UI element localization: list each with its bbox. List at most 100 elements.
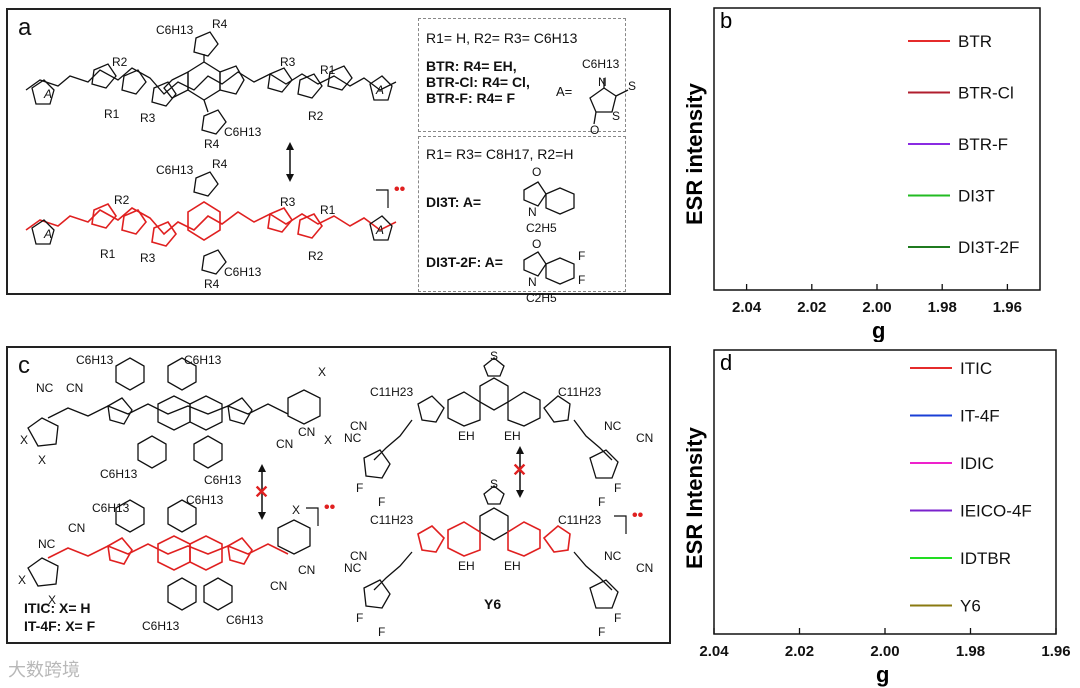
rhodanine-s-exo: S xyxy=(628,79,636,93)
itic-x-3: X xyxy=(318,365,326,379)
btr-diradical-molecule xyxy=(25,171,397,275)
itic-q-x-1: X xyxy=(292,503,300,517)
y6-eh-2: EH xyxy=(504,429,521,443)
panel-c-label: c xyxy=(18,352,30,379)
chart-b-tick-label-2: 2.00 xyxy=(862,299,891,316)
esr-chart-d: d ESR Intensity g 2.04 2.02 2.00 1.98 1.96 IT… xyxy=(680,344,1071,687)
chart-d-legend-label-4: IDTBR xyxy=(960,549,1011,568)
itic-x-2: X xyxy=(38,453,46,467)
di3t2f-n: N xyxy=(528,275,537,289)
chart-b-legend-label-2: BTR-F xyxy=(958,135,1008,154)
chart-d-tick-label-0: 2.04 xyxy=(699,643,729,660)
y6-q-f-4: F xyxy=(598,625,605,639)
a-end-right-label: A xyxy=(375,83,384,97)
di3t-n: N xyxy=(528,205,537,219)
y6-eh-1: EH xyxy=(458,429,475,443)
r3-bottom-label: R3 xyxy=(140,251,156,265)
chart-b-tick-label-4: 1.96 xyxy=(993,299,1022,316)
panel-b-label: b xyxy=(720,8,732,33)
r1-bottom-right-label: R1 xyxy=(320,203,336,217)
di3t-substituent-box xyxy=(418,136,626,292)
itic-caption: ITIC: X= H xyxy=(24,600,91,616)
rhodanine-drawing: C6H13 N S S O xyxy=(582,57,636,134)
chart-b-tick-label-1: 2.02 xyxy=(797,299,826,316)
panel-a-label: a xyxy=(18,14,32,41)
btr-cl-r4-definition: BTR-Cl: R4= Cl, xyxy=(426,74,530,90)
r1-top-label: R1 xyxy=(104,107,120,121)
chart-d-legend-label-5: Y6 xyxy=(960,597,981,616)
itic-x-4: X xyxy=(324,433,332,447)
itic-diradical-molecule xyxy=(27,499,311,611)
r2-top-label: R2 xyxy=(112,55,128,69)
resonance-arrow xyxy=(286,142,294,182)
di3t-o: O xyxy=(532,165,541,179)
esr-chart-b: b ESR intensity g 2.04 2.02 2.00 1.98 1.96 BT… xyxy=(680,0,1041,342)
y6-nc-left: NC xyxy=(344,431,362,445)
chart-d-ylabel: ESR Intensity xyxy=(682,426,707,569)
r4-top-label: R4 xyxy=(212,17,228,31)
itic-q-cn: CN xyxy=(68,521,85,535)
itic-q-c6h13-4: C6H13 xyxy=(226,613,264,627)
r2-bottom-label: R2 xyxy=(114,193,130,207)
radical-dots-a: •• xyxy=(394,181,406,198)
chart-b-xlabel: g xyxy=(872,318,885,342)
y6-c11h23-left: C11H23 xyxy=(370,385,413,399)
itic-no-resonance-cross: ✕ xyxy=(254,482,269,502)
rhodanine-n: N xyxy=(598,75,607,89)
itic-q-c6h13-2: C6H13 xyxy=(186,493,224,507)
panel-a: a A A C6H13 R4 R2 xyxy=(6,8,671,305)
btr-a-equals: A= xyxy=(556,84,573,99)
y6-q-cn-right: CN xyxy=(636,561,653,575)
r3-bottom-right-label: R3 xyxy=(280,195,296,209)
btr-neutral-molecule xyxy=(25,31,397,135)
c6h13-bottom-top-label: C6H13 xyxy=(156,163,194,177)
chart-d-legend-label-1: IT-4F xyxy=(960,407,1000,426)
a-end-left-label: A xyxy=(43,87,52,101)
itic-q-cn-4: CN xyxy=(298,563,315,577)
itic-c6h13-1: C6H13 xyxy=(76,353,114,367)
itic-q-x-3: X xyxy=(48,593,56,607)
panel-c: c C6H13 C6H13 C6H13 C6H13 NC CN X X X X … xyxy=(6,346,671,644)
r3-top-label: R3 xyxy=(140,111,156,125)
chart-b-tick-label-0: 2.04 xyxy=(732,299,762,316)
itic-c6h13-4: C6H13 xyxy=(204,473,242,487)
y6-q-nc-left: NC xyxy=(344,561,362,575)
radical-dots-itic: •• xyxy=(324,499,336,516)
y6-f-3: F xyxy=(614,481,621,495)
di3t2f-c2h5: C2H5 xyxy=(526,291,557,305)
r1-top-right-label: R1 xyxy=(320,63,336,77)
chart-b-legend-label-3: DI3T xyxy=(958,187,995,206)
y6-q-f-2: F xyxy=(378,625,385,639)
chart-d-frame xyxy=(713,349,1057,635)
y6-no-resonance-cross: ✕ xyxy=(512,460,527,480)
rhodanine-s-ring: S xyxy=(612,109,620,123)
rhodanine-c6h13: C6H13 xyxy=(582,57,620,71)
c6h13-bottom-label: C6H13 xyxy=(224,265,262,279)
c6h13-mid-label: C6H13 xyxy=(224,125,262,139)
y6-f-2: F xyxy=(378,495,385,509)
y6-cn-left: CN xyxy=(350,419,367,433)
di3t2f-f2: F xyxy=(578,273,585,287)
itic-cn-1: NC xyxy=(36,381,54,395)
chart-b-legend-label-1: BTR-Cl xyxy=(958,84,1014,103)
radical-dots-y6: •• xyxy=(632,507,644,524)
btr-substituent-box xyxy=(418,18,626,132)
y6-q-eh-1: EH xyxy=(458,559,475,573)
indolinone-drawings: O N C2H5 O N C2H5 F F xyxy=(523,165,585,305)
y6-q-s-top: S xyxy=(490,477,498,491)
itic-neutral-molecule xyxy=(27,357,321,469)
y6-q-nc-right: NC xyxy=(604,549,622,563)
di3t-r-definition: R1= R3= C8H17, R2=H xyxy=(426,146,574,162)
chart-b-legend-label-0: BTR xyxy=(958,32,992,51)
itic-cn-3: CN xyxy=(276,437,293,451)
itic-q-x-2: X xyxy=(18,573,26,587)
y6-f-1: F xyxy=(356,481,363,495)
it4f-caption: IT-4F: X= F xyxy=(24,618,96,634)
y6-q-eh-2: EH xyxy=(504,559,521,573)
r2-bottom-right-label: R2 xyxy=(308,249,324,263)
r4-bottom-label: R4 xyxy=(204,277,220,291)
btr-structure-drawing: A A C6H13 R4 R2 R1 R3 R3 R1 R2 R4 C6H13 xyxy=(25,17,406,291)
btr-f-r4-definition: BTR-F: R4= F xyxy=(426,90,516,106)
r1-bottom-label: R1 xyxy=(100,247,116,261)
a-end-right-bottom-label: A xyxy=(375,223,384,237)
